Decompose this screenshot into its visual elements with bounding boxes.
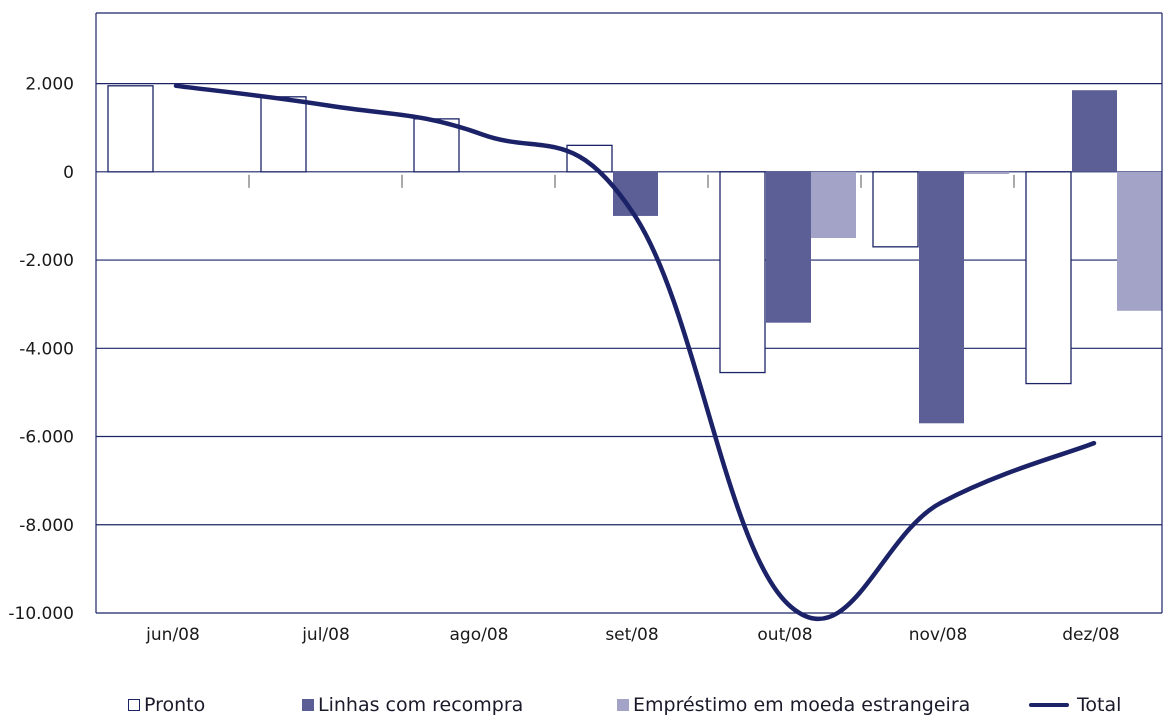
- bars: [107, 85, 1162, 424]
- legend-swatch-emprestimo: [617, 699, 629, 711]
- gridlines: [96, 82, 1162, 614]
- y-tick-label-5: -8.000: [19, 516, 74, 536]
- legend-label-total: Total: [1077, 694, 1122, 716]
- x-tick-label-0: jun/08: [145, 625, 200, 645]
- y-tick-label-3: -4.000: [19, 339, 74, 359]
- bar-pronto-0: [107, 85, 154, 173]
- y-tick-label-1: 0: [63, 163, 74, 183]
- x-tick-label-2: ago/08: [450, 625, 509, 645]
- legend-item-total: Total: [1029, 694, 1121, 716]
- legend-item-pronto: Pronto: [128, 694, 205, 716]
- legend-label-emprestimo: Empréstimo em moeda estrangeira: [633, 694, 971, 716]
- axes: [95, 12, 1163, 613]
- legend: Pronto Linhas com recompra Empréstimo em…: [0, 694, 1163, 720]
- bar-pronto-5: [872, 171, 919, 248]
- x-tick-label-3: set/08: [605, 625, 658, 645]
- bar-emprestimo-6: [1117, 171, 1162, 311]
- legend-swatch-linhas: [302, 699, 314, 711]
- y-tick-label-6: -10.000: [8, 604, 74, 624]
- legend-item-emprestimo: Empréstimo em moeda estrangeira: [617, 694, 970, 716]
- bar-pronto-6: [1025, 171, 1072, 385]
- bar-linhas-5: [919, 171, 964, 424]
- x-tick-label-4: out/08: [757, 625, 812, 645]
- bar-pronto-1: [260, 96, 307, 173]
- legend-label-linhas: Linhas com recompra: [318, 694, 524, 716]
- total-line: [173, 83, 1097, 622]
- x-tick-label-6: dez/08: [1062, 625, 1120, 645]
- bar-linhas-6: [1072, 90, 1117, 172]
- y-tick-label-0: 2.000: [25, 75, 74, 95]
- total-line-group: [173, 83, 1097, 622]
- x-tick-label-1: jul/08: [301, 625, 350, 645]
- legend-swatch-pronto: [128, 699, 140, 711]
- bar-pronto-2: [413, 118, 460, 173]
- bar-emprestimo-5: [964, 171, 1009, 175]
- bar-pronto-4: [719, 171, 766, 374]
- tick-labels: 2.000 0 -2.000 -4.000 -6.000 -8.000 -10.000 jun…: [8, 75, 1119, 645]
- y-tick-label-2: -2.000: [19, 251, 74, 271]
- legend-item-linhas: Linhas com recompra: [302, 694, 523, 716]
- x-tick-label-5: nov/08: [909, 625, 968, 645]
- chart: 2.000 0 -2.000 -4.000 -6.000 -8.000 -10.000 jun…: [8, 12, 1163, 645]
- bar-pronto-3: [566, 144, 613, 173]
- y-tick-label-4: -6.000: [19, 428, 74, 448]
- legend-label-pronto: Pronto: [144, 694, 206, 716]
- legend-swatch-total: [1029, 703, 1069, 707]
- bar-linhas-4: [766, 171, 811, 323]
- bar-emprestimo-4: [811, 171, 856, 238]
